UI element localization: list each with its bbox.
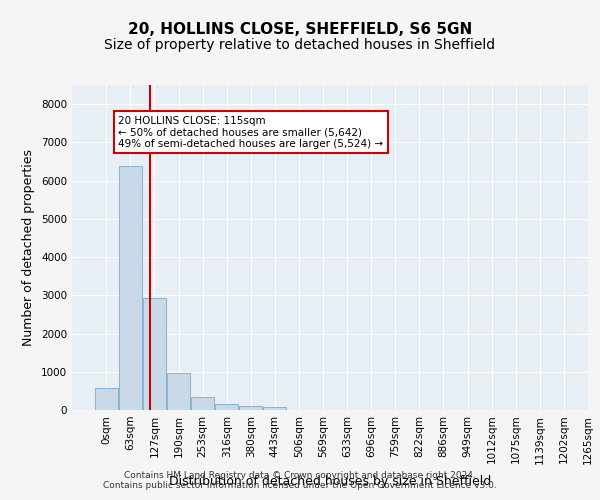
Bar — [95, 388, 118, 410]
Text: 20 HOLLINS CLOSE: 115sqm
← 50% of detached houses are smaller (5,642)
49% of sem: 20 HOLLINS CLOSE: 115sqm ← 50% of detach… — [118, 116, 383, 149]
Text: Contains HM Land Registry data © Crown copyright and database right 2024.
Contai: Contains HM Land Registry data © Crown c… — [103, 470, 497, 490]
X-axis label: Distribution of detached houses by size in Sheffield: Distribution of detached houses by size … — [169, 474, 491, 488]
Bar — [263, 408, 286, 410]
Bar — [239, 406, 262, 410]
Bar — [143, 298, 166, 410]
Bar — [191, 396, 214, 410]
Bar — [215, 404, 238, 410]
Y-axis label: Number of detached properties: Number of detached properties — [22, 149, 35, 346]
Bar — [119, 166, 142, 410]
Text: Size of property relative to detached houses in Sheffield: Size of property relative to detached ho… — [104, 38, 496, 52]
Bar — [167, 372, 190, 410]
Text: 20, HOLLINS CLOSE, SHEFFIELD, S6 5GN: 20, HOLLINS CLOSE, SHEFFIELD, S6 5GN — [128, 22, 472, 38]
